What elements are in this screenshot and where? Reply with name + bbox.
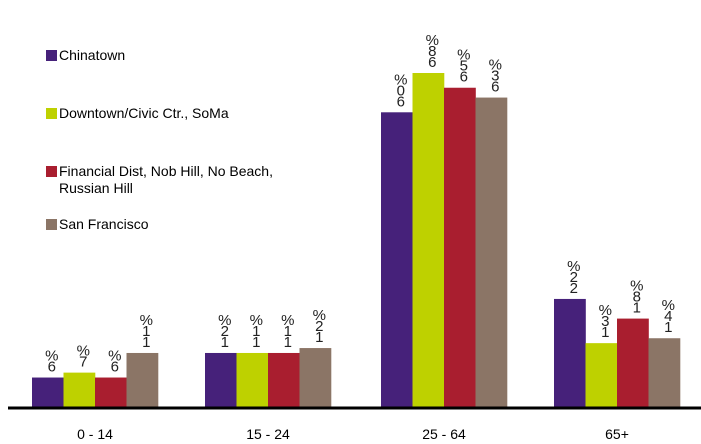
data-label-0-0: %6 — [45, 348, 58, 376]
data-label-2-2: %56 — [457, 47, 470, 86]
legend-swatch — [46, 108, 57, 119]
category-label-3: 65+ — [605, 426, 629, 442]
legend-item-2: Financial Dist, Nob Hill, No Beach, Russ… — [46, 163, 289, 197]
bar-2-0 — [95, 377, 127, 407]
data-label-3-0: %11 — [140, 312, 153, 351]
bar-0-2 — [381, 112, 413, 407]
svg-text:8: 8 — [428, 43, 436, 60]
bar-0-1 — [205, 352, 237, 407]
svg-text:%: % — [457, 47, 470, 64]
bar-1-0 — [63, 372, 96, 407]
svg-text:6: 6 — [48, 359, 56, 376]
svg-text:6: 6 — [460, 69, 468, 86]
legend-item-3: San Francisco — [46, 216, 289, 233]
legend-swatch — [46, 50, 57, 61]
svg-text:6: 6 — [491, 79, 499, 96]
legend-label: Downtown/Civic Ctr., SoMa — [59, 105, 229, 121]
legend-item-0: Chinatown — [46, 47, 289, 64]
data-label-0-1: %21 — [218, 312, 231, 351]
data-label-1-0: %7 — [77, 343, 90, 371]
bar-1-2 — [412, 73, 445, 407]
legend-swatch — [46, 219, 57, 230]
legend-item-1: Downtown/Civic Ctr., SoMa — [46, 105, 289, 122]
bar-1-1 — [236, 352, 269, 407]
category-label-1: 15 - 24 — [246, 426, 290, 442]
svg-text:6: 6 — [397, 93, 405, 110]
svg-text:6: 6 — [111, 359, 119, 376]
svg-text:1: 1 — [633, 300, 641, 317]
svg-text:3: 3 — [491, 68, 499, 85]
svg-text:%: % — [281, 312, 294, 329]
data-label-2-0: %6 — [108, 348, 121, 376]
bar-0-0 — [32, 377, 64, 407]
svg-text:1: 1 — [284, 334, 292, 351]
svg-text:%: % — [599, 302, 612, 319]
legend-label: Chinatown — [59, 47, 126, 63]
svg-text:1: 1 — [142, 334, 150, 351]
svg-text:2: 2 — [221, 323, 229, 340]
svg-text:6: 6 — [428, 54, 436, 71]
svg-text:%: % — [140, 312, 153, 329]
data-label-1-1: %11 — [250, 312, 263, 351]
svg-text:1: 1 — [252, 334, 260, 351]
legend-swatch — [46, 166, 57, 177]
svg-text:3: 3 — [601, 313, 609, 330]
data-label-3-3: %41 — [662, 297, 675, 336]
svg-text:1: 1 — [664, 319, 672, 336]
legend-label: San Francisco — [59, 216, 149, 232]
svg-text:2: 2 — [570, 280, 578, 297]
svg-text:2: 2 — [315, 318, 323, 335]
svg-text:8: 8 — [633, 289, 641, 306]
svg-text:%: % — [77, 343, 90, 360]
svg-text:2: 2 — [570, 269, 578, 286]
data-label-3-1: %21 — [313, 307, 326, 346]
data-label-2-3: %81 — [630, 278, 643, 317]
category-label-0: 0 - 14 — [77, 426, 113, 442]
category-label-2: 25 - 64 — [422, 426, 466, 442]
svg-text:1: 1 — [284, 323, 292, 340]
svg-text:0: 0 — [397, 82, 405, 99]
data-label-0-2: %06 — [394, 71, 407, 110]
svg-text:%: % — [662, 297, 675, 314]
svg-text:%: % — [313, 307, 326, 324]
svg-text:%: % — [426, 32, 439, 49]
bar-1-3 — [585, 343, 618, 407]
svg-text:%: % — [567, 258, 580, 275]
svg-text:%: % — [250, 312, 263, 329]
bar-2-1 — [268, 352, 300, 407]
bar-3-0 — [126, 352, 159, 407]
svg-text:1: 1 — [252, 323, 260, 340]
data-label-1-2: %86 — [426, 32, 439, 71]
svg-text:%: % — [630, 278, 643, 295]
bar-3-2 — [475, 97, 508, 407]
svg-text:1: 1 — [315, 329, 323, 346]
svg-text:4: 4 — [664, 308, 672, 325]
svg-text:1: 1 — [142, 323, 150, 340]
svg-text:%: % — [108, 348, 121, 365]
svg-text:%: % — [45, 348, 58, 365]
legend-label: Financial Dist, Nob Hill, No Beach, Russ… — [59, 163, 273, 196]
bar-3-3 — [648, 338, 681, 407]
svg-text:%: % — [489, 57, 502, 74]
bar-2-2 — [444, 87, 476, 407]
data-label-1-3: %31 — [599, 302, 612, 341]
svg-text:5: 5 — [460, 58, 468, 75]
svg-text:7: 7 — [79, 354, 87, 371]
data-label-2-1: %11 — [281, 312, 294, 351]
bar-0-3 — [554, 298, 586, 407]
bar-2-3 — [617, 318, 649, 407]
data-label-3-2: %36 — [489, 57, 502, 96]
svg-text:1: 1 — [601, 324, 609, 341]
svg-text:1: 1 — [221, 334, 229, 351]
svg-text:%: % — [394, 71, 407, 88]
data-label-0-3: %22 — [567, 258, 580, 297]
bar-3-1 — [299, 348, 332, 407]
svg-text:%: % — [218, 312, 231, 329]
